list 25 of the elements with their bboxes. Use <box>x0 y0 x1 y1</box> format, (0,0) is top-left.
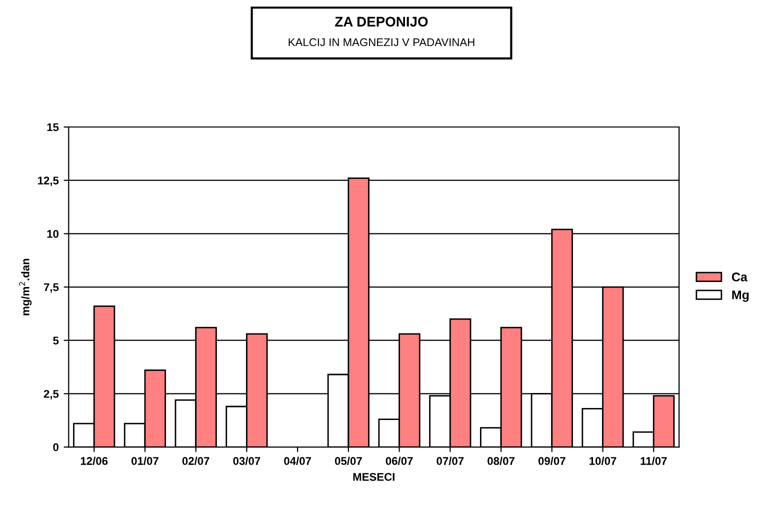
legend-label: Ca <box>732 272 748 282</box>
y-tick-label: 15 <box>47 123 59 132</box>
x-tick-label: 07/07 <box>436 456 464 466</box>
x-tick-label: 12/06 <box>80 456 108 466</box>
x-tick-label: 09/07 <box>538 456 566 466</box>
y-axis-title: mg/m$^{2}$.dan <box>19 258 32 316</box>
x-tick-label: 10/07 <box>590 456 616 466</box>
y-tick-label: 10 <box>47 230 58 238</box>
y-tick-label: 0 <box>53 443 58 452</box>
y-tick-label: 7,5 <box>44 283 59 293</box>
x-tick-label: 11/07 <box>640 456 667 466</box>
y-tick-label: 12,5 <box>38 176 59 186</box>
chart-title: ZA DEPONIJO <box>335 16 428 27</box>
y-tick-label: 2,5 <box>44 390 59 400</box>
x-tick-label: 04/07 <box>284 456 311 466</box>
x-tick-label: 05/07 <box>334 456 362 466</box>
chart-subtitle: KALCIJ IN MAGNEZIJ V PADAVINAH <box>288 38 474 46</box>
x-tick-label: 06/07 <box>386 456 413 466</box>
legend-label: Mg <box>732 290 749 302</box>
x-tick-label: 01/07 <box>132 456 158 466</box>
x-tick-label: 02/07 <box>182 456 210 466</box>
x-tick-label: 03/07 <box>233 456 260 466</box>
y-tick-label: 5 <box>53 336 59 344</box>
x-tick-label: 08/07 <box>488 456 514 466</box>
x-axis-title: MESECI <box>353 472 394 481</box>
